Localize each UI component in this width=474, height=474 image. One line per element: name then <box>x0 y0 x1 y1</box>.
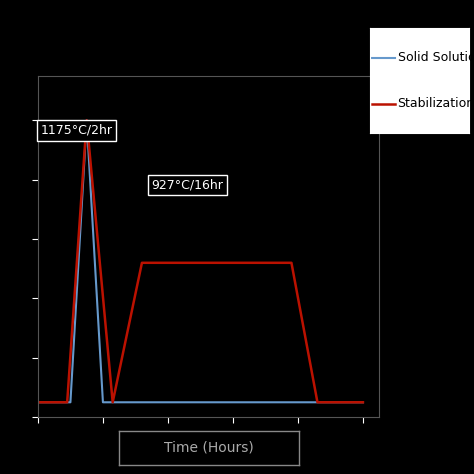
Text: Solid Solution: Solid Solution <box>398 51 474 64</box>
Stabilization <box>35 400 41 405</box>
Text: 927°C/16hr: 927°C/16hr <box>152 179 224 191</box>
Line: Stabilization: Stabilization <box>38 120 363 402</box>
Stabilization <box>64 400 70 405</box>
Solid Solution <box>360 400 366 405</box>
Stabilization <box>139 260 145 265</box>
Line: Solid Solution: Solid Solution <box>38 120 363 402</box>
Stabilization <box>110 400 116 405</box>
Stabilization <box>360 400 366 405</box>
Text: Time (Hours): Time (Hours) <box>164 441 254 455</box>
Stabilization <box>84 118 90 123</box>
Stabilization <box>289 260 294 265</box>
Solid Solution <box>100 400 106 405</box>
Solid Solution <box>68 400 73 405</box>
Text: 1175°C/2hr: 1175°C/2hr <box>40 124 112 137</box>
Text: Stabilization: Stabilization <box>398 97 474 110</box>
Solid Solution <box>35 400 41 405</box>
Stabilization <box>315 400 320 405</box>
Solid Solution <box>84 118 90 123</box>
